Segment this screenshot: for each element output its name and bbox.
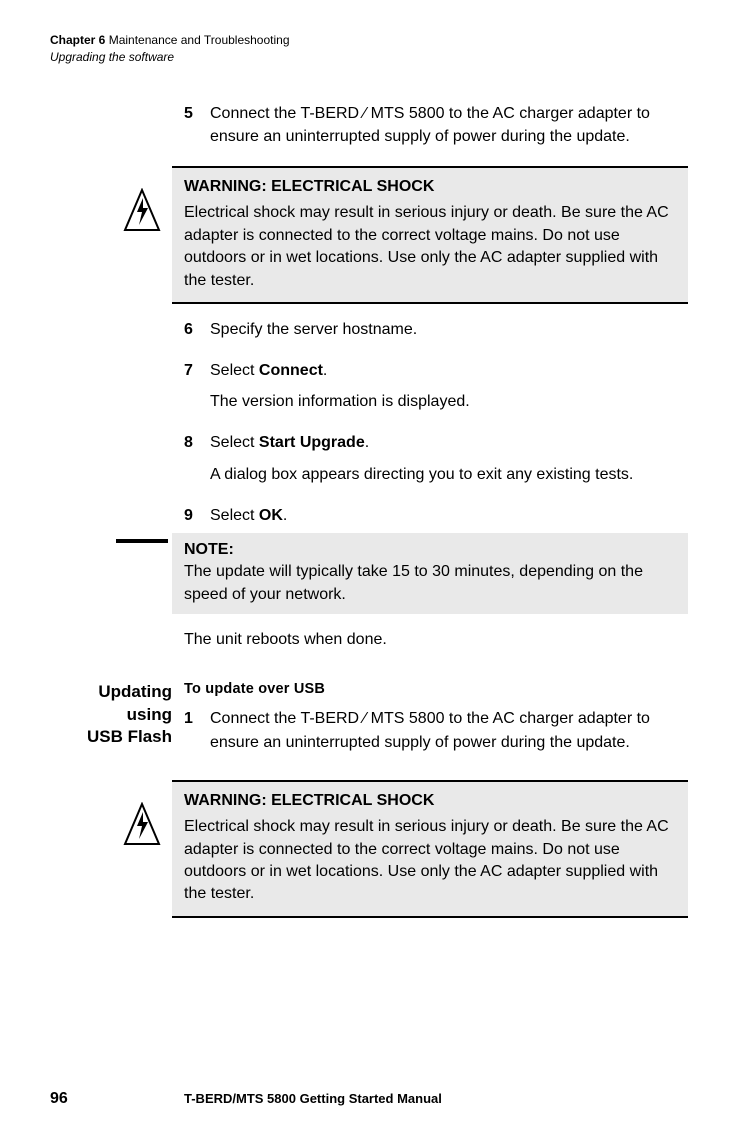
section-heading-line1: Updating using	[98, 682, 172, 723]
note-text: The update will typically take 15 to 30 …	[184, 561, 676, 606]
page-number: 96	[50, 1090, 184, 1108]
note-body: NOTE: The update will typically take 15 …	[172, 533, 688, 614]
shock-icon	[112, 166, 172, 304]
usb-step-1: 1 Connect the T-BERD ⁄ MTS 5800 to the A…	[184, 707, 688, 761]
warning-title: WARNING: ELECTRICAL SHOCK	[184, 176, 676, 198]
warning-title: WARNING: ELECTRICAL SHOCK	[184, 790, 676, 812]
header-line-2: Upgrading the software	[50, 49, 688, 66]
step-para: Connect the T-BERD ⁄ MTS 5800 to the AC …	[210, 707, 688, 753]
step-body: Specify the server hostname.	[210, 318, 417, 349]
step-number: 9	[184, 504, 210, 527]
warning-body: WARNING: ELECTRICAL SHOCK Electrical sho…	[172, 166, 688, 304]
step-number: 8	[184, 431, 210, 493]
step-body: Select Connect. The version information …	[210, 359, 470, 421]
chapter-label: Chapter 6	[50, 33, 105, 47]
step-para: Connect the T-BERD ⁄ MTS 5800 to the AC …	[210, 102, 688, 148]
step-5: 5 Connect the T-BERD ⁄ MTS 5800 to the A…	[184, 102, 688, 156]
header-line-1: Chapter 6 Maintenance and Troubleshootin…	[50, 32, 688, 49]
warning-text: Electrical shock may result in serious i…	[184, 202, 676, 292]
warning-body: WARNING: ELECTRICAL SHOCK Electrical sho…	[172, 780, 688, 918]
step-number: 1	[184, 707, 210, 761]
step-para: Select OK.	[210, 504, 287, 527]
step-body: Connect the T-BERD ⁄ MTS 5800 to the AC …	[210, 707, 688, 761]
step-6: 6 Specify the server hostname.	[184, 318, 688, 349]
section-body: To update over USB 1 Connect the T-BERD …	[184, 681, 688, 931]
step-para: The version information is displayed.	[210, 390, 470, 413]
shock-icon	[112, 780, 172, 918]
page-footer: 96 T-BERD/MTS 5800 Getting Started Manua…	[50, 1090, 688, 1108]
warning-callout-2: WARNING: ELECTRICAL SHOCK Electrical sho…	[112, 780, 688, 918]
warning-text: Electrical shock may result in serious i…	[184, 816, 676, 906]
step-para: A dialog box appears directing you to ex…	[210, 463, 633, 486]
after-note-para: The unit reboots when done.	[184, 628, 688, 651]
running-header: Chapter 6 Maintenance and Troubleshootin…	[50, 32, 688, 66]
step-number: 5	[184, 102, 210, 156]
note-rule	[112, 533, 172, 614]
note-title: NOTE:	[184, 539, 676, 561]
section-updating-usb: Updating using USB Flash To update over …	[50, 681, 688, 931]
manual-title: T-BERD/MTS 5800 Getting Started Manual	[184, 1091, 442, 1106]
section-heading-line2: USB Flash	[87, 727, 172, 746]
run-in-heading: To update over USB	[184, 681, 688, 697]
step-para: Specify the server hostname.	[210, 318, 417, 341]
note-callout: NOTE: The update will typically take 15 …	[112, 533, 688, 614]
step-para: Select Connect.	[210, 359, 470, 382]
step-body: Select OK.	[210, 504, 287, 527]
chapter-title: Maintenance and Troubleshooting	[109, 33, 290, 47]
warning-callout: WARNING: ELECTRICAL SHOCK Electrical sho…	[112, 166, 688, 304]
step-para: Select Start Upgrade.	[210, 431, 633, 454]
step-number: 6	[184, 318, 210, 349]
step-8: 8 Select Start Upgrade. A dialog box app…	[184, 431, 688, 493]
step-number: 7	[184, 359, 210, 421]
step-7: 7 Select Connect. The version informatio…	[184, 359, 688, 421]
step-body: Select Start Upgrade. A dialog box appea…	[210, 431, 633, 493]
main-content: 5 Connect the T-BERD ⁄ MTS 5800 to the A…	[184, 102, 688, 652]
step-9: 9 Select OK.	[184, 504, 688, 527]
step-body: Connect the T-BERD ⁄ MTS 5800 to the AC …	[210, 102, 688, 156]
